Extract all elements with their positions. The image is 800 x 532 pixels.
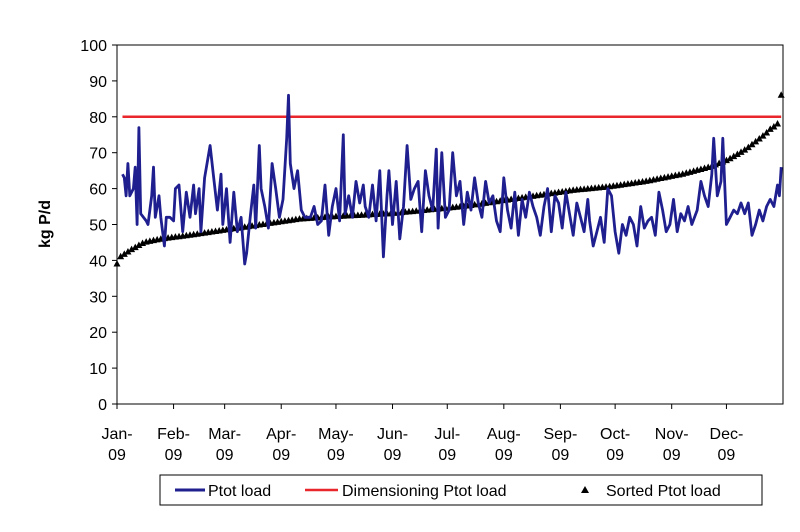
sorted-ptot-load-point — [120, 250, 128, 257]
sorted-ptot-load-point — [774, 119, 782, 127]
sorted-ptot-load-point — [770, 122, 778, 130]
sorted-ptot-load-point — [748, 140, 756, 148]
x-tick-label: Apr-09 — [266, 426, 296, 464]
sorted-ptot-load-point — [763, 128, 771, 136]
sorted-ptot-load-point — [759, 132, 767, 139]
sorted-ptot-load-point — [733, 150, 741, 157]
y-tick-label: 30 — [89, 289, 107, 306]
legend: Ptot load Dimensioning Ptot load Sorted … — [159, 474, 763, 506]
x-tick-label: Nov-09 — [655, 426, 689, 464]
legend-label-sorted-ptot-load: Sorted Ptot load — [606, 483, 721, 500]
legend-swatch-sorted-ptot-load — [581, 486, 589, 493]
x-tick-label: Jul-09 — [434, 426, 460, 464]
y-tick-label: 60 — [89, 182, 107, 199]
y-tick-label: 80 — [89, 110, 107, 127]
y-tick-label: 20 — [89, 325, 107, 342]
y-tick-label: 40 — [89, 253, 107, 270]
sorted-ptot-load-point — [124, 248, 132, 255]
y-tick-label: 100 — [80, 38, 107, 55]
x-tick-label: Dec-09 — [710, 426, 744, 464]
y-tick-label: 10 — [89, 361, 107, 378]
y-tick-label: 90 — [89, 74, 107, 91]
sorted-ptot-load-point — [766, 125, 774, 132]
x-tick-label: Mar-09 — [208, 426, 241, 464]
y-axis: 0 10 20 30 40 50 60 70 80 90 100 — [80, 38, 784, 414]
sorted-ptot-load-point — [135, 241, 143, 249]
legend-box — [159, 474, 763, 506]
sorted-ptot-load-point — [113, 259, 121, 267]
y-axis-title: kg P/d — [37, 200, 54, 248]
legend-label-ptot-load: Ptot load — [208, 483, 271, 500]
sorted-ptot-load-point — [744, 143, 752, 151]
y-tick-label: 50 — [89, 218, 107, 235]
sorted-ptot-load-point — [741, 146, 749, 153]
x-tick-label: Oct-09 — [600, 426, 630, 464]
sorted-ptot-load-point — [752, 137, 760, 145]
x-tick-label: Jun-09 — [377, 426, 408, 464]
series-layer — [113, 91, 785, 267]
sorted-ptot-load-point — [730, 152, 738, 160]
x-tick-label: Jan-09 — [101, 426, 132, 464]
sorted-ptot-load-point — [737, 148, 745, 155]
x-tick-label: Feb-09 — [157, 426, 190, 464]
sorted-ptot-load-point — [128, 245, 136, 253]
x-tick-label: May-09 — [318, 426, 354, 464]
x-axis: Jan-09 Feb-09 Mar-09 Apr-09 May-09 Jun-09 Jul-… — [101, 404, 743, 464]
x-tick-label: Aug-09 — [487, 426, 521, 464]
legend-label-dimensioning-ptot-load: Dimensioning Ptot load — [342, 483, 507, 500]
sorted-ptot-load-point — [726, 154, 734, 162]
ptot-load-line — [121, 93, 783, 266]
y-tick-label: 70 — [89, 146, 107, 163]
sorted-ptot-load-point — [777, 91, 785, 98]
sorted-ptot-load-point — [755, 135, 763, 142]
sorted-ptot-load-point — [117, 252, 125, 260]
plot-area-border — [116, 44, 784, 405]
sorted-ptot-load-point — [131, 243, 139, 251]
x-tick-label: Sep-09 — [543, 426, 577, 464]
y-tick-label: 0 — [98, 397, 107, 414]
